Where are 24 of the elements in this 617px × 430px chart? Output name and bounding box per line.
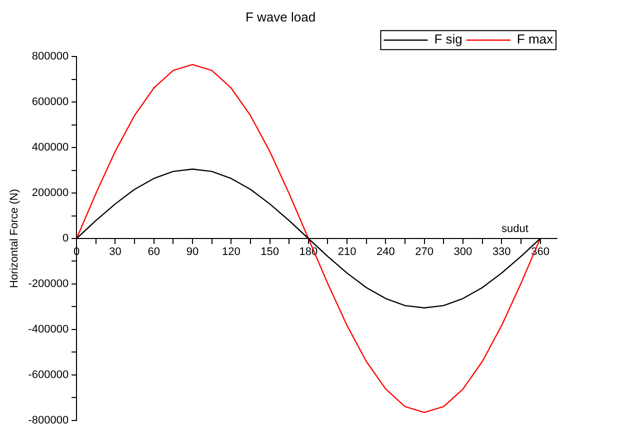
x-axis-title: sudut <box>502 223 528 236</box>
x-tick-label: 150 <box>260 246 279 258</box>
x-tick-label: 30 <box>109 246 122 258</box>
x-tick-label: 270 <box>415 246 434 258</box>
x-tick-label: 300 <box>454 246 472 258</box>
x-tick-label: 240 <box>376 246 395 258</box>
y-axis-title: Horizontal Force (N) <box>8 188 21 288</box>
legend-label: F max <box>516 32 554 47</box>
y-tick-label: -600000 <box>28 368 69 381</box>
legend-label: F sig <box>434 32 462 47</box>
y-tick-label: -400000 <box>28 323 69 336</box>
y-tick-label: 600000 <box>32 96 69 108</box>
y-tick-label: 0 <box>62 232 69 245</box>
x-tick-label: 210 <box>338 246 356 258</box>
x-tick-label: 60 <box>148 246 160 258</box>
x-tick-label: 90 <box>186 246 199 258</box>
y-tick-label: -800000 <box>28 414 69 426</box>
y-tick-label: 800000 <box>32 50 69 63</box>
y-tick-label: 200000 <box>32 187 69 200</box>
y-tick-label: -200000 <box>28 278 69 290</box>
chart-title: F wave load <box>245 9 316 24</box>
y-tick-label: 400000 <box>32 142 69 154</box>
x-tick-label: 120 <box>222 246 240 258</box>
x-tick-label: 330 <box>492 246 511 258</box>
